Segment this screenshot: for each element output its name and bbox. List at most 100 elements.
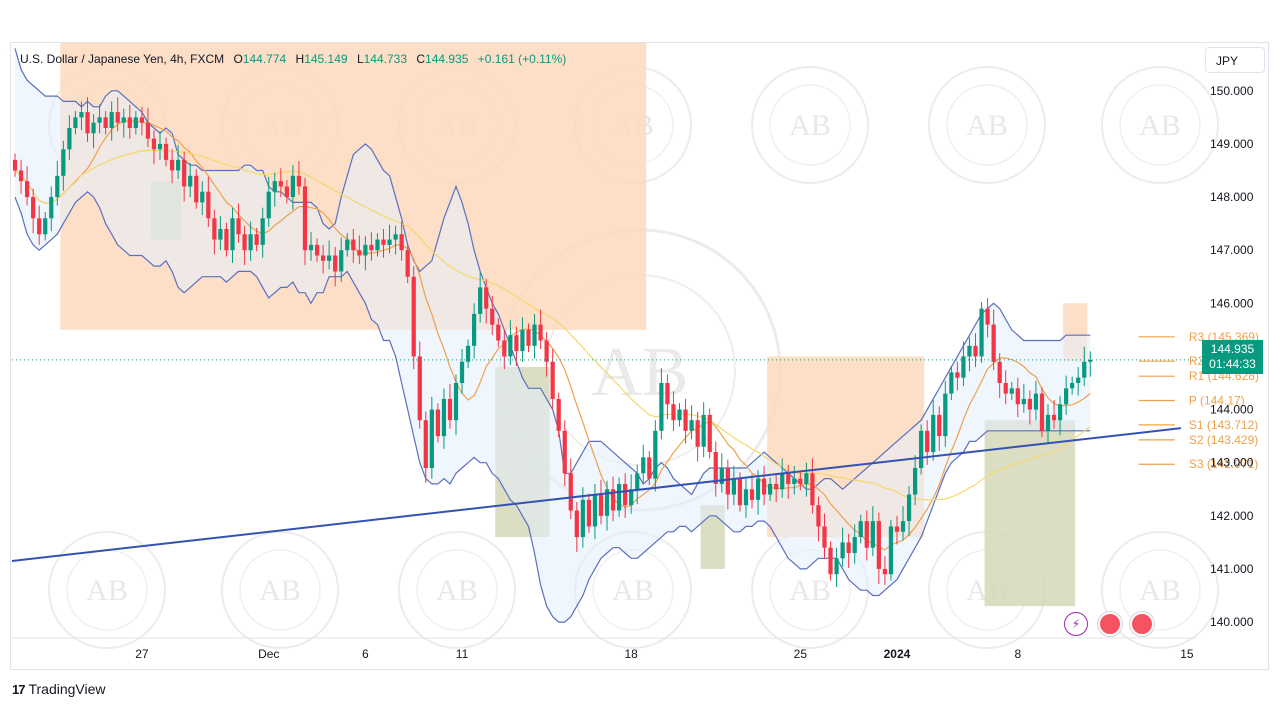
candle-body-130 <box>798 478 803 484</box>
candle-body-156 <box>955 372 960 378</box>
watermark-ring-6 <box>1101 66 1219 184</box>
candle-body-75 <box>465 345 471 362</box>
watermark-inner-ring-5 <box>946 84 1028 166</box>
candle-body-178 <box>1088 359 1093 362</box>
watermark-text-11: AB <box>789 574 831 607</box>
current-price: 144.935 <box>1210 342 1255 356</box>
candle-body-175 <box>1070 383 1075 389</box>
candle-body-35 <box>224 228 229 251</box>
candle-body-44 <box>278 181 283 187</box>
candle-body-31 <box>200 191 205 203</box>
candle-body-7 <box>55 175 60 198</box>
candle-body-38 <box>242 234 247 251</box>
candle-body-132 <box>810 473 815 506</box>
candle-body-48 <box>302 186 308 251</box>
candle-body-95 <box>586 499 592 527</box>
symbol-legend[interactable]: U.S. Dollar / Japanese Yen, 4h, FXCM O14… <box>20 52 566 66</box>
candle-body-82 <box>508 335 513 357</box>
y-tick-label-4: 146.000 <box>1210 296 1254 310</box>
candle-body-11 <box>79 112 84 118</box>
x-tick-label-2: 6 <box>362 647 369 661</box>
x-tick-label-5: 25 <box>794 647 808 661</box>
chart-frame[interactable] <box>10 42 1269 670</box>
pivot-label-5: S2 (143.429) <box>1189 433 1258 447</box>
x-tick-label-3: 11 <box>456 647 469 661</box>
candle-body-87 <box>538 324 543 341</box>
candle-body-147 <box>900 521 906 532</box>
candle-body-88 <box>544 340 549 362</box>
candle-body-170 <box>1039 393 1045 431</box>
high-value: 145.149 <box>304 52 348 66</box>
candle-body-126 <box>774 483 779 490</box>
candle-body-89 <box>550 361 555 399</box>
candle-body-148 <box>906 494 912 522</box>
candle-body-66 <box>411 276 416 357</box>
tradingview-logo[interactable]: 17 TradingView <box>12 681 106 697</box>
candle-body-171 <box>1045 414 1051 431</box>
candle-body-5 <box>43 218 48 235</box>
candle-body-92 <box>568 473 573 511</box>
trend-line <box>11 427 1182 562</box>
candle-body-102 <box>629 489 634 506</box>
candle-body-22 <box>145 122 151 139</box>
candle-body-79 <box>490 308 495 325</box>
candle-body-61 <box>381 239 386 245</box>
candle-body-118 <box>725 468 730 495</box>
candle-body-85 <box>526 329 531 346</box>
candle-body-121 <box>743 489 749 506</box>
candle-body-115 <box>707 414 712 453</box>
y-tick-label-9: 141.000 <box>1210 562 1254 576</box>
candle-body-176 <box>1076 377 1081 383</box>
candle-body-109 <box>671 404 676 421</box>
candle-body-60 <box>375 239 380 251</box>
watermark-inner-ring-9 <box>416 549 498 631</box>
candle-body-140 <box>858 521 863 538</box>
candle-body-138 <box>846 542 851 553</box>
candle-body-2 <box>24 181 30 198</box>
candle-body-104 <box>641 457 646 474</box>
candle-body-86 <box>532 324 537 346</box>
candle-body-107 <box>659 383 664 431</box>
candle-body-64 <box>399 234 404 251</box>
close-key: C <box>416 52 426 66</box>
candle-body-34 <box>218 228 223 240</box>
symbol-name[interactable]: U.S. Dollar / Japanese Yen, 4h, FXCM <box>20 52 225 66</box>
y-tick-label-7: 143.000 <box>1210 456 1254 470</box>
candle-body-161 <box>985 308 990 325</box>
watermark-ring-5 <box>928 66 1046 184</box>
candle-body-54 <box>339 250 344 272</box>
candle-body-94 <box>580 499 585 538</box>
candle-body-159 <box>973 345 978 357</box>
candle-body-149 <box>912 468 918 495</box>
candle-body-174 <box>1064 388 1069 405</box>
watermark-ring-9 <box>398 531 516 649</box>
candle-body-144 <box>882 568 888 575</box>
candle-body-55 <box>345 239 350 251</box>
ma-fast-line <box>14 120 1091 551</box>
candle-body-67 <box>417 356 422 421</box>
candle-body-163 <box>997 361 1002 383</box>
candle-body-146 <box>894 526 900 532</box>
candle-body-153 <box>937 414 942 437</box>
candle-body-111 <box>683 409 688 431</box>
axis-layer: 150.000149.000148.000147.000146.000145.0… <box>12 84 1254 661</box>
currency-label[interactable]: JPY <box>1205 47 1265 73</box>
watermark-text-13: AB <box>1139 574 1181 607</box>
candle-body-167 <box>1021 398 1026 405</box>
low-value: 144.733 <box>363 52 408 66</box>
us-flag-icon-2[interactable] <box>1130 612 1154 636</box>
flash-icon[interactable]: ⚡ <box>1064 612 1088 636</box>
candle-body-62 <box>387 239 392 245</box>
us-flag-icon[interactable] <box>1098 612 1122 636</box>
candle-body-99 <box>610 489 616 511</box>
candle-body-4 <box>37 218 42 235</box>
watermark-inner-ring-8 <box>239 549 321 631</box>
watermark-ring-8 <box>221 531 339 649</box>
candle-body-158 <box>967 345 972 357</box>
candle-body-46 <box>290 175 296 198</box>
low-key: L <box>356 52 364 66</box>
candle-body-15 <box>103 117 108 128</box>
candle-body-18 <box>121 117 126 123</box>
candle-body-52 <box>327 255 332 261</box>
